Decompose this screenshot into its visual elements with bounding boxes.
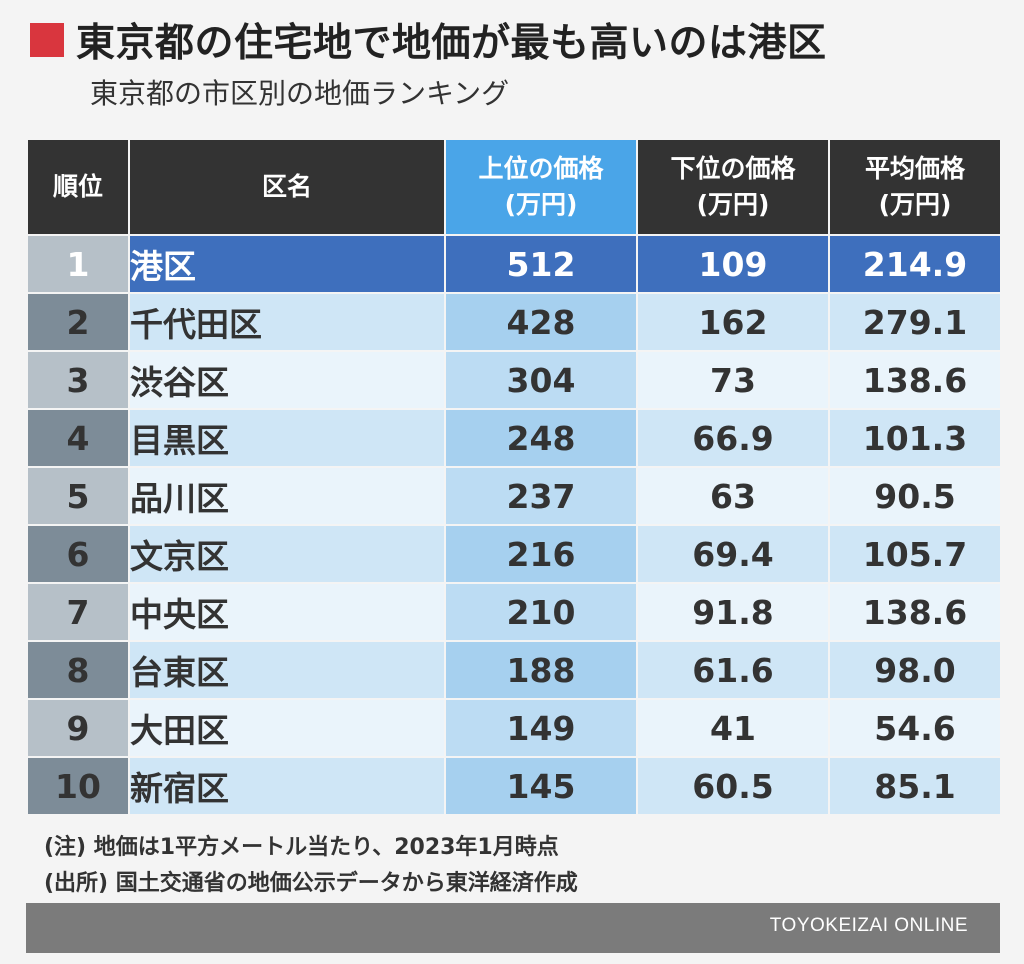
upper-price: 248: [446, 410, 636, 466]
ward-name: 港区: [130, 236, 444, 292]
header-average-line2: (万円): [878, 190, 952, 219]
header-lower-price: 下位の価格 (万円): [638, 140, 828, 234]
upper-price: 145: [446, 758, 636, 814]
table-row: 4 目黒区 248 66.9 101.3: [28, 410, 1000, 466]
average-price: 54.6: [830, 700, 1000, 756]
title-accent-square: [30, 23, 64, 57]
header-upper-line1: 上位の価格: [478, 154, 604, 183]
rank-cell: 5: [28, 468, 128, 524]
table-row: 8 台東区 188 61.6 98.0: [28, 642, 1000, 698]
footer-bar: TOYOKEIZAI ONLINE: [26, 903, 1000, 953]
rank-cell: 6: [28, 526, 128, 582]
footer-brand: TOYOKEIZAI ONLINE: [769, 915, 968, 936]
average-price: 138.6: [830, 352, 1000, 408]
ward-name: 品川区: [130, 468, 444, 524]
table-row: 6 文京区 216 69.4 105.7: [28, 526, 1000, 582]
header-average-line1: 平均価格: [864, 154, 965, 183]
average-price: 214.9: [830, 236, 1000, 292]
lower-price: 73: [638, 352, 828, 408]
rank-cell: 1: [28, 236, 128, 292]
ward-name: 文京区: [130, 526, 444, 582]
average-price: 138.6: [830, 584, 1000, 640]
ranking-table: 順位 区名 上位の価格 (万円) 下位の価格 (万円) 平均価格 (万円) 1 …: [26, 138, 1002, 816]
ward-name: 新宿区: [130, 758, 444, 814]
upper-price: 216: [446, 526, 636, 582]
lower-price: 63: [638, 468, 828, 524]
average-price: 98.0: [830, 642, 1000, 698]
rank-cell: 7: [28, 584, 128, 640]
rank-cell: 3: [28, 352, 128, 408]
ward-name: 目黒区: [130, 410, 444, 466]
table-row: 3 渋谷区 304 73 138.6: [28, 352, 1000, 408]
page-title: 東京都の住宅地で地価が最も高いのは港区: [76, 21, 827, 66]
average-price: 279.1: [830, 294, 1000, 350]
header-ward-line1: 区名: [261, 172, 312, 201]
lower-price: 60.5: [638, 758, 828, 814]
ward-name: 渋谷区: [130, 352, 444, 408]
header-average-price: 平均価格 (万円): [830, 140, 1000, 234]
page-subtitle: 東京都の市区別の地価ランキング: [90, 77, 510, 110]
rank-cell: 2: [28, 294, 128, 350]
table-row: 1 港区 512 109 214.9: [28, 236, 1000, 292]
rank-cell: 4: [28, 410, 128, 466]
notes: (注) 地価は1平方メートル当たり、2023年1月時点 (出所) 国土交通省の地…: [44, 830, 578, 902]
header-lower-line1: 下位の価格: [670, 154, 796, 183]
source-line: (出所) 国土交通省の地価公示データから東洋経済作成: [44, 871, 578, 896]
rank-cell: 8: [28, 642, 128, 698]
header-upper-line2: (万円): [504, 190, 578, 219]
header-ward: 区名: [130, 140, 444, 234]
table-row: 5 品川区 237 63 90.5: [28, 468, 1000, 524]
header-rank: 順位: [28, 140, 128, 234]
table-row: 9 大田区 149 41 54.6: [28, 700, 1000, 756]
lower-price: 66.9: [638, 410, 828, 466]
table-row: 10 新宿区 145 60.5 85.1: [28, 758, 1000, 814]
ward-name: 大田区: [130, 700, 444, 756]
rank-cell: 10: [28, 758, 128, 814]
upper-price: 237: [446, 468, 636, 524]
note-line: (注) 地価は1平方メートル当たり、2023年1月時点: [44, 835, 559, 860]
average-price: 85.1: [830, 758, 1000, 814]
header-lower-line2: (万円): [696, 190, 770, 219]
header-upper-price: 上位の価格 (万円): [446, 140, 636, 234]
table-row: 7 中央区 210 91.8 138.6: [28, 584, 1000, 640]
average-price: 101.3: [830, 410, 1000, 466]
header-rank-line1: 順位: [52, 172, 103, 201]
upper-price: 210: [446, 584, 636, 640]
ward-name: 千代田区: [130, 294, 444, 350]
average-price: 90.5: [830, 468, 1000, 524]
lower-price: 69.4: [638, 526, 828, 582]
lower-price: 109: [638, 236, 828, 292]
lower-price: 91.8: [638, 584, 828, 640]
table-header-row: 順位 区名 上位の価格 (万円) 下位の価格 (万円) 平均価格 (万円): [28, 140, 1000, 234]
upper-price: 304: [446, 352, 636, 408]
rank-cell: 9: [28, 700, 128, 756]
ward-name: 中央区: [130, 584, 444, 640]
upper-price: 149: [446, 700, 636, 756]
title-row: 東京都の住宅地で地価が最も高いのは港区: [30, 14, 827, 66]
ward-name: 台東区: [130, 642, 444, 698]
upper-price: 188: [446, 642, 636, 698]
lower-price: 41: [638, 700, 828, 756]
lower-price: 162: [638, 294, 828, 350]
upper-price: 428: [446, 294, 636, 350]
average-price: 105.7: [830, 526, 1000, 582]
lower-price: 61.6: [638, 642, 828, 698]
table-row: 2 千代田区 428 162 279.1: [28, 294, 1000, 350]
upper-price: 512: [446, 236, 636, 292]
